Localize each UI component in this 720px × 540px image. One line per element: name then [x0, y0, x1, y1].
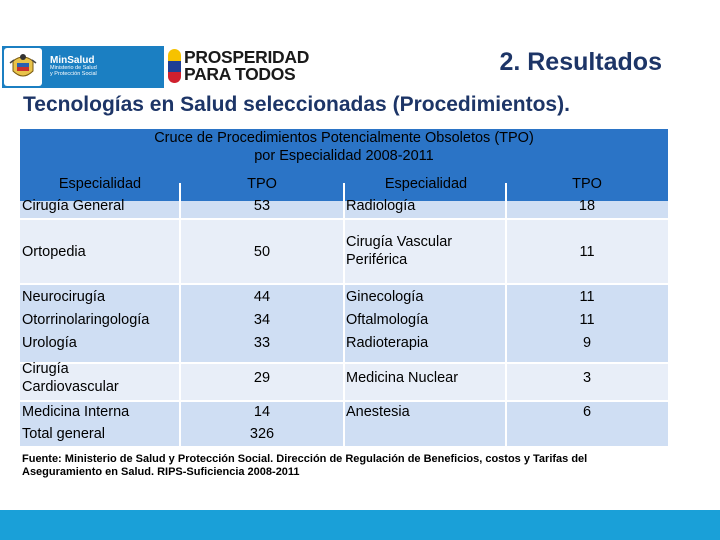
row-7-especialidad-2: Anestesia [346, 404, 410, 420]
total-tpo: 326 [249, 426, 275, 442]
row-6-especialidad-2: Medicina Nuclear [346, 370, 459, 386]
table-title-line-2: por Especialidad 2008-2011 [20, 147, 668, 165]
header-tpo-2: TPO [572, 176, 602, 192]
row-3-especialidad-2: Ginecología [346, 289, 424, 305]
row-6-tpo-2: 3 [582, 370, 592, 386]
row-3-especialidad: Neurocirugía [22, 289, 106, 305]
row-5-especialidad-2: Radioterapia [346, 335, 429, 351]
minsalud-logo: MinSalud Ministerio de Salud y Protecció… [2, 46, 164, 88]
row-2-tpo: 50 [253, 244, 271, 260]
row-4-especialidad-2: Oftalmología [346, 312, 429, 328]
prosperidad-line-2: PARA TODOS [184, 64, 296, 84]
prosperidad-logo: PROSPERIDAD PARA TODOS [168, 46, 309, 86]
minsalud-text: MinSalud Ministerio de Salud y Protecció… [50, 54, 97, 78]
row-4-tpo-2: 11 [579, 312, 595, 328]
header-tpo-1: TPO [247, 176, 277, 192]
row-6-tpo: 29 [253, 370, 271, 386]
row-3-tpo-2: 11 [579, 289, 595, 305]
row-4-tpo: 34 [253, 312, 271, 328]
page-subtitle: Tecnologías en Salud seleccionadas (Proc… [23, 93, 570, 116]
minsalud-name: MinSalud [50, 54, 95, 66]
row-3-tpo: 44 [253, 289, 271, 305]
coat-of-arms-icon [4, 48, 42, 86]
slide-title: 2. Resultados [499, 48, 662, 76]
row-7-tpo: 14 [253, 404, 271, 420]
row-1-especialidad: Cirugía General [22, 198, 125, 214]
row-5-tpo-2: 9 [582, 335, 592, 351]
total-label: Total general [22, 426, 106, 442]
row-4-especialidad: Otorrinolaringología [22, 312, 150, 328]
row-5-especialidad: Urología [22, 335, 77, 351]
results-table: Cruce de Procedimientos Potencialmente O… [20, 129, 668, 446]
minsalud-sub-1: Ministerio de Salud [50, 65, 97, 72]
row-2-especialidad: Ortopedia [22, 244, 86, 260]
row-1-tpo: 53 [253, 198, 271, 214]
row-1-tpo-2: 18 [578, 198, 596, 214]
minsalud-sub-2: y Protección Social [50, 71, 97, 78]
row-7-especialidad: Medicina Interna [22, 404, 130, 420]
prosperidad-line-1: PROSPERIDAD [184, 47, 310, 67]
flag-mark-icon [168, 49, 181, 83]
footer-bar [0, 510, 720, 540]
row-1-especialidad-2: Radiología [346, 198, 416, 214]
row-6-especialidad: Cirugía Cardiovascular [22, 361, 119, 395]
table-title-line-1: Cruce de Procedimientos Potencialmente O… [20, 129, 668, 147]
header-especialidad-1: Especialidad [58, 176, 142, 192]
header-especialidad-2: Especialidad [384, 176, 468, 192]
row-7-tpo-2: 6 [582, 404, 592, 420]
row-5-tpo: 33 [253, 335, 271, 351]
row-2-tpo-2: 11 [579, 244, 595, 260]
row-2-especialidad-2: Cirugía Vascular Periférica [346, 234, 453, 268]
source-note: Fuente: Ministerio de Salud y Protección… [22, 453, 588, 478]
